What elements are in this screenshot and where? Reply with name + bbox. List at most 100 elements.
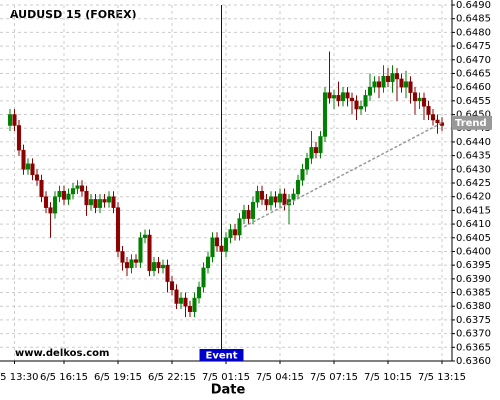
candle-body bbox=[322, 92, 328, 137]
candle-body bbox=[84, 190, 89, 206]
candle-body bbox=[421, 97, 427, 107]
candle-body bbox=[237, 218, 242, 236]
candle-body bbox=[16, 125, 22, 151]
candle-body bbox=[93, 199, 98, 208]
candle-body bbox=[219, 245, 224, 252]
candle-body bbox=[273, 196, 278, 203]
candle-body bbox=[7, 114, 13, 126]
candle-body bbox=[12, 114, 17, 126]
event-box bbox=[199, 349, 244, 361]
candle-body bbox=[394, 73, 400, 80]
candle-body bbox=[250, 201, 256, 219]
candle-body bbox=[354, 100, 359, 110]
y-tick-label: 0.6360 bbox=[456, 356, 491, 367]
y-tick-label: 0.6475 bbox=[456, 41, 491, 52]
y-tick-label: 0.6460 bbox=[456, 82, 491, 93]
candle-body bbox=[232, 229, 238, 236]
chart-title: AUDUSD 15 (FOREX) bbox=[10, 8, 137, 21]
candle-body bbox=[70, 188, 76, 195]
candle-body bbox=[115, 207, 121, 252]
x-tick-label: 7/5 07:15 bbox=[310, 372, 358, 383]
candle-body bbox=[390, 73, 395, 82]
candle-body bbox=[66, 193, 71, 200]
candle-body bbox=[25, 163, 31, 170]
x-tick-label: 6/5 19:15 bbox=[94, 372, 142, 383]
candle-body bbox=[192, 297, 197, 312]
candle-body bbox=[142, 234, 148, 239]
candle-body bbox=[21, 149, 26, 170]
candle-body bbox=[111, 196, 116, 208]
grid bbox=[0, 4, 452, 362]
candle-body bbox=[138, 237, 143, 263]
candle-body bbox=[88, 199, 94, 206]
candle-body bbox=[120, 251, 125, 263]
candle-body bbox=[223, 237, 229, 252]
candle-body bbox=[367, 86, 373, 96]
candle-body bbox=[300, 169, 305, 181]
candle-body bbox=[376, 81, 382, 88]
candle-body bbox=[264, 199, 269, 206]
candle-body bbox=[201, 267, 206, 288]
candle-body bbox=[430, 114, 436, 121]
x-tick-label: 7/5 01:15 bbox=[202, 372, 250, 383]
candle-body bbox=[304, 158, 310, 170]
y-tick-label: 0.6430 bbox=[456, 164, 491, 175]
candle-body bbox=[61, 190, 67, 200]
y-tick-label: 0.6375 bbox=[456, 315, 491, 326]
candle-body bbox=[246, 210, 251, 219]
y-tick-label: 0.6400 bbox=[456, 246, 491, 257]
candle-body bbox=[363, 95, 368, 107]
candle-body bbox=[43, 196, 49, 208]
candle-body bbox=[75, 185, 80, 189]
candle-body bbox=[345, 92, 350, 99]
candle-body bbox=[435, 119, 440, 124]
candle-body bbox=[79, 185, 85, 192]
y-tick-label: 0.6390 bbox=[456, 274, 491, 285]
candle-body bbox=[399, 78, 404, 88]
candle-body bbox=[151, 262, 157, 271]
watermark: www.delkos.com bbox=[15, 348, 109, 359]
candle-body bbox=[331, 95, 337, 99]
y-tick-label: 0.6405 bbox=[456, 233, 491, 244]
candle-body bbox=[147, 234, 152, 271]
candle-body bbox=[97, 199, 103, 208]
candle-body bbox=[228, 229, 233, 239]
y-tick-label: 0.6385 bbox=[456, 288, 491, 299]
y-tick-label: 0.6415 bbox=[456, 205, 491, 216]
y-tick-label: 0.6365 bbox=[456, 342, 491, 353]
candle-body bbox=[48, 207, 53, 214]
y-tick-label: 0.6465 bbox=[456, 68, 491, 79]
y-tick-label: 0.6455 bbox=[456, 96, 491, 107]
candle-body bbox=[295, 180, 301, 195]
y-tick-label: 0.6420 bbox=[456, 192, 491, 203]
y-tick-label: 0.6370 bbox=[456, 329, 491, 340]
candle-body bbox=[268, 196, 274, 206]
candle-body bbox=[327, 92, 332, 99]
x-tick-label: 7/5 13:15 bbox=[418, 372, 466, 383]
x-tick-label: 6/5 22:15 bbox=[148, 372, 196, 383]
y-tick-label: 0.6470 bbox=[456, 55, 491, 66]
candle-body bbox=[106, 196, 112, 203]
candle-body bbox=[34, 174, 40, 181]
y-tick-label: 0.6380 bbox=[456, 301, 491, 312]
candle-body bbox=[196, 286, 202, 299]
y-tick-label: 0.6450 bbox=[456, 110, 491, 121]
candle-body bbox=[214, 237, 220, 247]
event-label: Event bbox=[205, 351, 237, 362]
trend-line bbox=[243, 122, 443, 228]
candle-body bbox=[412, 92, 418, 102]
candle-body bbox=[52, 196, 58, 214]
candle-body bbox=[259, 190, 265, 200]
candle-body bbox=[205, 256, 211, 269]
trend-box bbox=[452, 115, 492, 130]
y-tick-label: 0.6480 bbox=[456, 27, 491, 38]
candle-body bbox=[358, 106, 364, 110]
candle-body bbox=[102, 199, 107, 203]
y-tick-label: 0.6425 bbox=[456, 178, 491, 189]
candle-body bbox=[241, 210, 247, 219]
candle-body bbox=[39, 180, 44, 197]
candle-body bbox=[291, 193, 296, 200]
x-tick-label: 6/5 13:30 bbox=[0, 372, 39, 383]
trend-label: Trend bbox=[455, 118, 487, 129]
